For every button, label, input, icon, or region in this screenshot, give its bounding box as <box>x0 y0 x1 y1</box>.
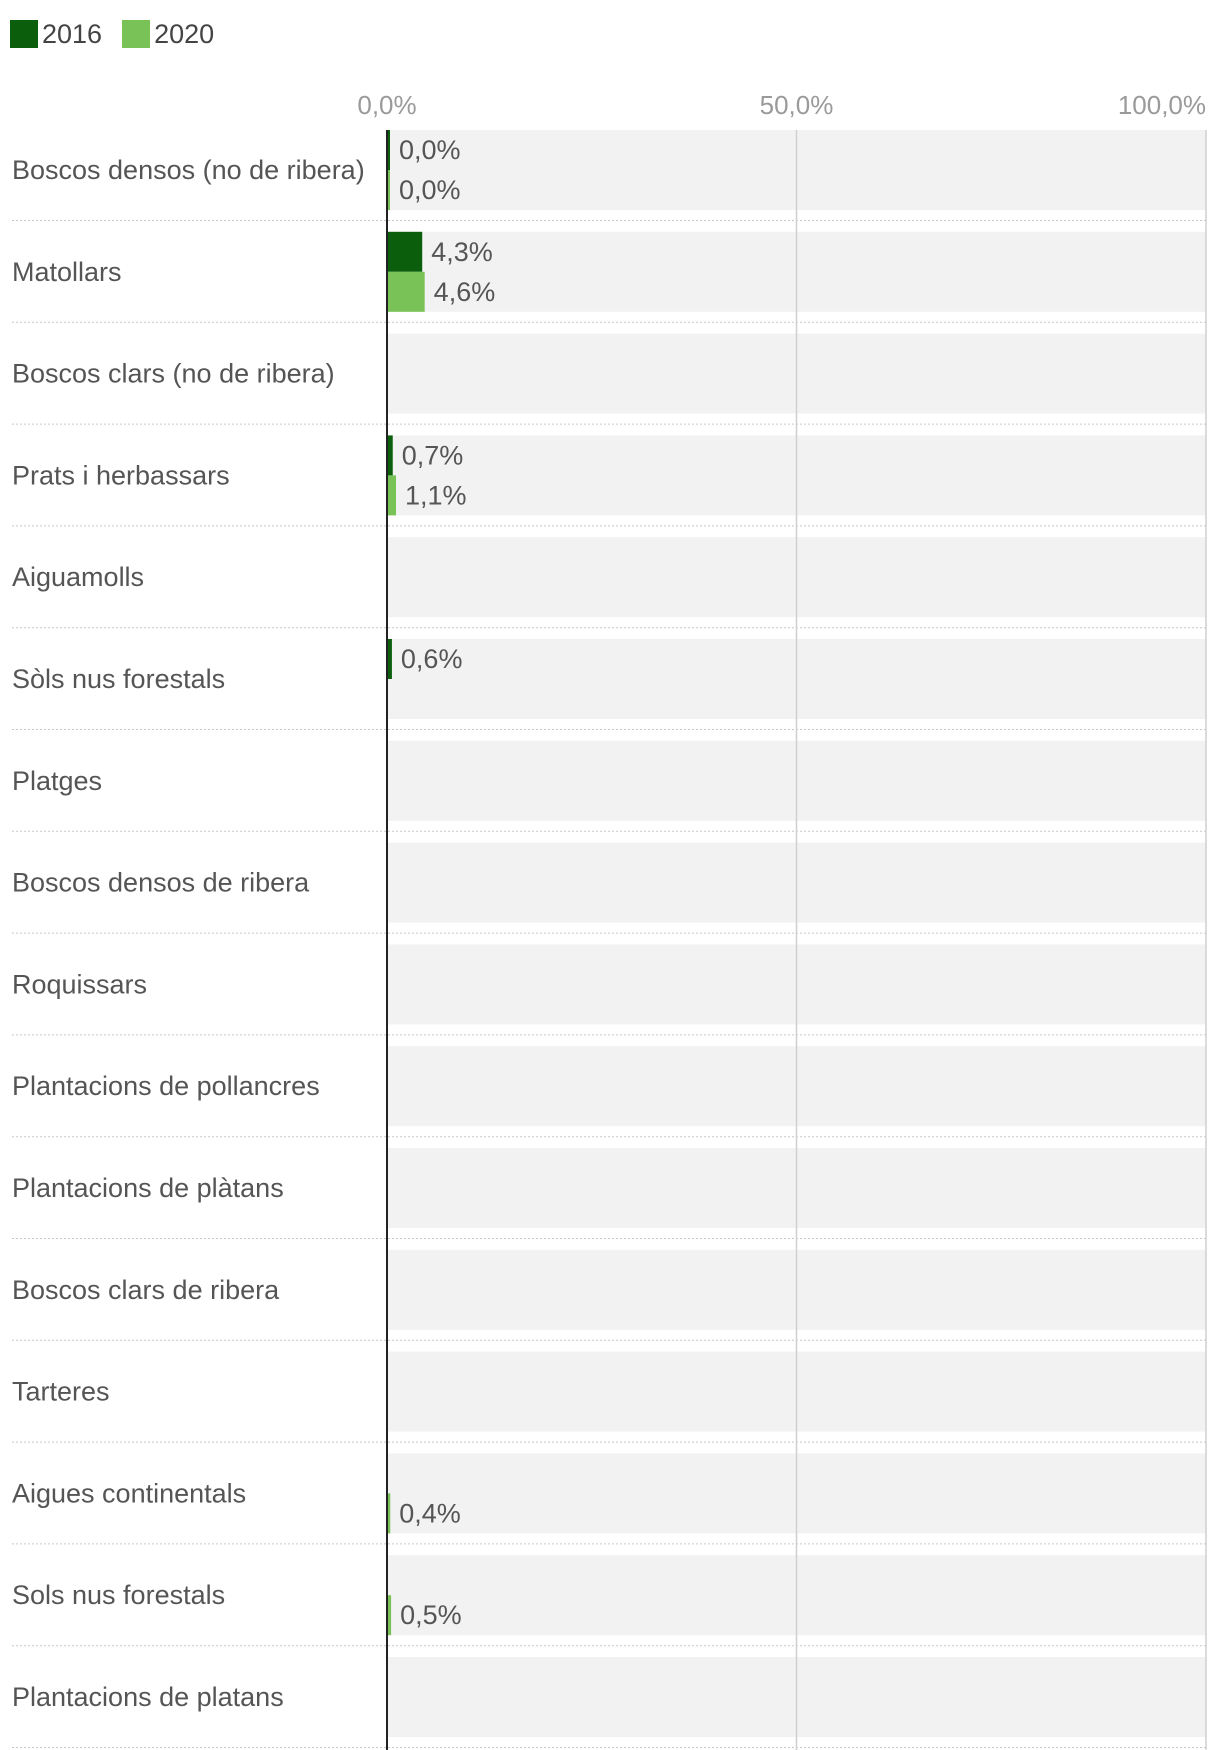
bar-2020 <box>387 271 425 312</box>
bar-2020 <box>387 1595 392 1636</box>
bar-2016 <box>387 231 423 272</box>
category-label: Tarteres <box>12 1377 110 1407</box>
category-label: Plantacions de plàtans <box>12 1173 284 1203</box>
value-label-2016: 0,0% <box>399 135 461 165</box>
category-label: Matollars <box>12 257 122 287</box>
category-label: Plantacions de platans <box>12 1682 284 1712</box>
x-tick-label: 0,0% <box>357 90 416 120</box>
category-label: Sòls nus forestals <box>12 664 225 694</box>
bar-2016 <box>387 639 392 679</box>
category-label: Boscos densos de ribera <box>12 868 310 898</box>
value-label-2016: 0,7% <box>402 440 464 470</box>
legend-item-2016[interactable]: 2016 <box>10 20 102 48</box>
category-label: Plantacions de pollancres <box>12 1071 320 1101</box>
legend-label-2020: 2020 <box>154 19 215 49</box>
category-label: Sols nus forestals <box>12 1580 225 1610</box>
bar-2016 <box>387 130 390 170</box>
category-label: Boscos densos (no de ribera) <box>12 155 365 185</box>
value-label-2016: 0,6% <box>401 644 463 674</box>
legend-item-2020[interactable]: 2020 <box>122 20 214 48</box>
x-tick-label: 50,0% <box>760 90 834 120</box>
category-label: Aiguamolls <box>12 562 144 592</box>
value-label-2020: 0,5% <box>400 1600 462 1630</box>
category-label: Boscos clars (no de ribera) <box>12 359 335 389</box>
category-label: Aigues continentals <box>12 1478 246 1508</box>
legend: 2016 2020 <box>10 18 234 50</box>
bar-2020 <box>387 170 390 210</box>
value-label-2020: 0,0% <box>399 175 461 205</box>
bar-2016 <box>387 435 393 476</box>
category-label: Platges <box>12 766 102 796</box>
value-label-2016: 4,3% <box>431 237 493 267</box>
category-label: Prats i herbassars <box>12 460 230 490</box>
category-label: Roquissars <box>12 969 147 999</box>
value-label-2020: 0,4% <box>399 1498 461 1528</box>
legend-swatch-2016 <box>10 20 38 48</box>
bar-2020 <box>387 1493 391 1534</box>
legend-label-2016: 2016 <box>42 19 103 49</box>
bar-2020 <box>387 475 397 516</box>
value-label-2020: 1,1% <box>405 480 467 510</box>
value-label-2020: 4,6% <box>434 277 496 307</box>
x-tick-label: 100,0% <box>1118 90 1206 120</box>
legend-swatch-2020 <box>122 20 151 48</box>
category-label: Boscos clars de ribera <box>12 1275 280 1305</box>
